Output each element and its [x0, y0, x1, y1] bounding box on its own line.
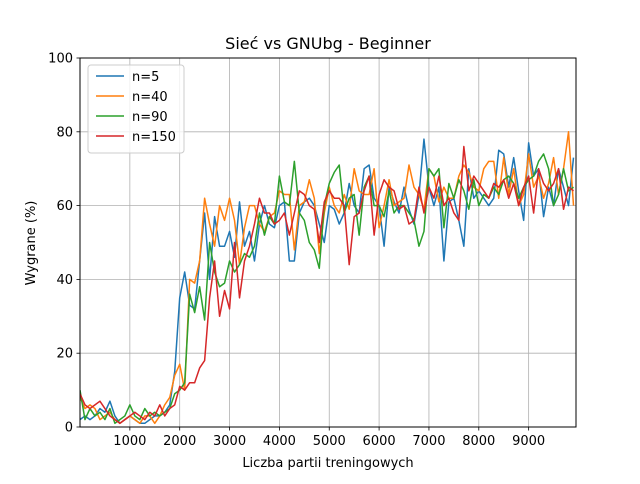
x-tick-label: 2000	[163, 434, 196, 449]
x-tick-label: 7000	[412, 434, 445, 449]
x-tick-label: 1000	[113, 434, 146, 449]
legend-label: n=90	[132, 110, 168, 125]
legend-label: n=5	[132, 70, 159, 85]
x-tick-label: 6000	[363, 434, 396, 449]
x-tick-label: 5000	[313, 434, 346, 449]
series-line-n-150	[80, 145, 574, 425]
y-tick-label: 60	[56, 199, 73, 214]
legend-label: n=40	[132, 90, 168, 105]
x-tick-label: 9000	[512, 434, 545, 449]
x-axis-label: Liczba partii treningowych	[242, 456, 413, 471]
x-tick-label: 4000	[263, 434, 296, 449]
x-tick-label: 3000	[213, 434, 246, 449]
series-lines	[80, 131, 575, 425]
y-axis-label: Wygrane (%)	[24, 201, 39, 286]
y-tick-label: 80	[56, 125, 73, 140]
legend: n=5 n=40 n=90 n=150	[87, 64, 185, 154]
legend-box	[87, 64, 185, 154]
legend-label: n=150	[132, 130, 176, 145]
y-tick-label: 100	[48, 52, 73, 67]
y-tick-label: 20	[56, 347, 73, 362]
x-tick-label: 8000	[462, 434, 495, 449]
y-tick-label: 40	[56, 273, 73, 288]
legend-items: n=5 n=40 n=90 n=150	[96, 70, 176, 145]
y-tick-label: 0	[65, 421, 73, 436]
plot-frame	[79, 57, 577, 428]
axis-ticks: 1000 2000 3000 4000 5000 6000 7000 8000 9000 0 20 4…	[48, 52, 545, 450]
chart-title: Sieć vs GNUbg - Beginner	[225, 34, 431, 53]
